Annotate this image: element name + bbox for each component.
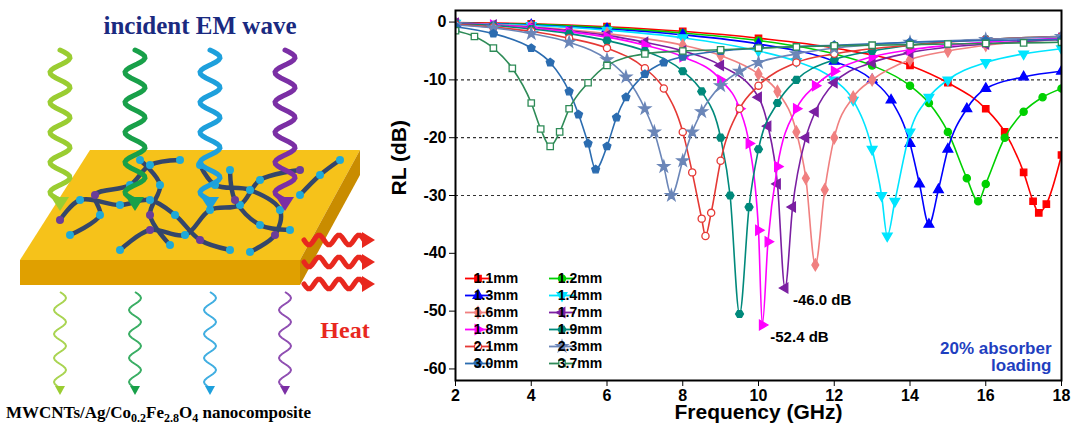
svg-text:1.4mm: 1.4mm [558, 287, 602, 303]
svg-text:2.1mm: 2.1mm [474, 338, 518, 354]
svg-text:16: 16 [977, 387, 995, 404]
svg-text:14: 14 [901, 387, 919, 404]
svg-text:1.7mm: 1.7mm [558, 304, 602, 320]
svg-text:-60: -60 [423, 360, 446, 377]
svg-text:18: 18 [1053, 387, 1071, 404]
svg-text:8: 8 [678, 386, 688, 404]
svg-text:20% absorberloading: 20% absorberloading [940, 339, 1052, 375]
svg-text:-46.0 dB: -46.0 dB [793, 291, 852, 308]
svg-text:-50: -50 [423, 302, 446, 319]
svg-text:4: 4 [527, 387, 536, 404]
svg-text:10: 10 [749, 386, 768, 404]
svg-text:1.6mm: 1.6mm [474, 304, 518, 320]
svg-text:RL (dB): RL (dB) [387, 120, 410, 195]
svg-text:1.3mm: 1.3mm [474, 287, 518, 303]
svg-text:0: 0 [438, 13, 447, 30]
svg-text:6: 6 [603, 387, 612, 404]
svg-text:Heat: Heat [320, 317, 369, 343]
svg-text:MWCNTs/Ag/Co0.2Fe2.8O4 nanocom: MWCNTs/Ag/Co0.2Fe2.8O4 nanocomposite [6, 403, 311, 425]
svg-text:1.8mm: 1.8mm [474, 321, 518, 337]
svg-text:-52.4 dB: -52.4 dB [770, 328, 829, 345]
svg-text:3.0mm: 3.0mm [474, 355, 518, 371]
svg-text:Frequency (GHz): Frequency (GHz) [674, 400, 842, 423]
svg-text:-10: -10 [423, 71, 446, 88]
svg-text:3.7mm: 3.7mm [558, 355, 602, 371]
svg-text:1.1mm: 1.1mm [474, 270, 518, 286]
svg-text:incident EM wave: incident EM wave [103, 12, 296, 39]
svg-text:12: 12 [825, 386, 844, 404]
svg-text:-30: -30 [423, 187, 446, 204]
svg-text:1.2mm: 1.2mm [558, 270, 602, 286]
svg-text:-20: -20 [423, 129, 446, 146]
svg-text:2.3mm: 2.3mm [558, 338, 602, 354]
svg-text:1.9mm: 1.9mm [558, 321, 602, 337]
svg-text:2: 2 [451, 387, 460, 404]
svg-text:-40: -40 [423, 244, 446, 261]
